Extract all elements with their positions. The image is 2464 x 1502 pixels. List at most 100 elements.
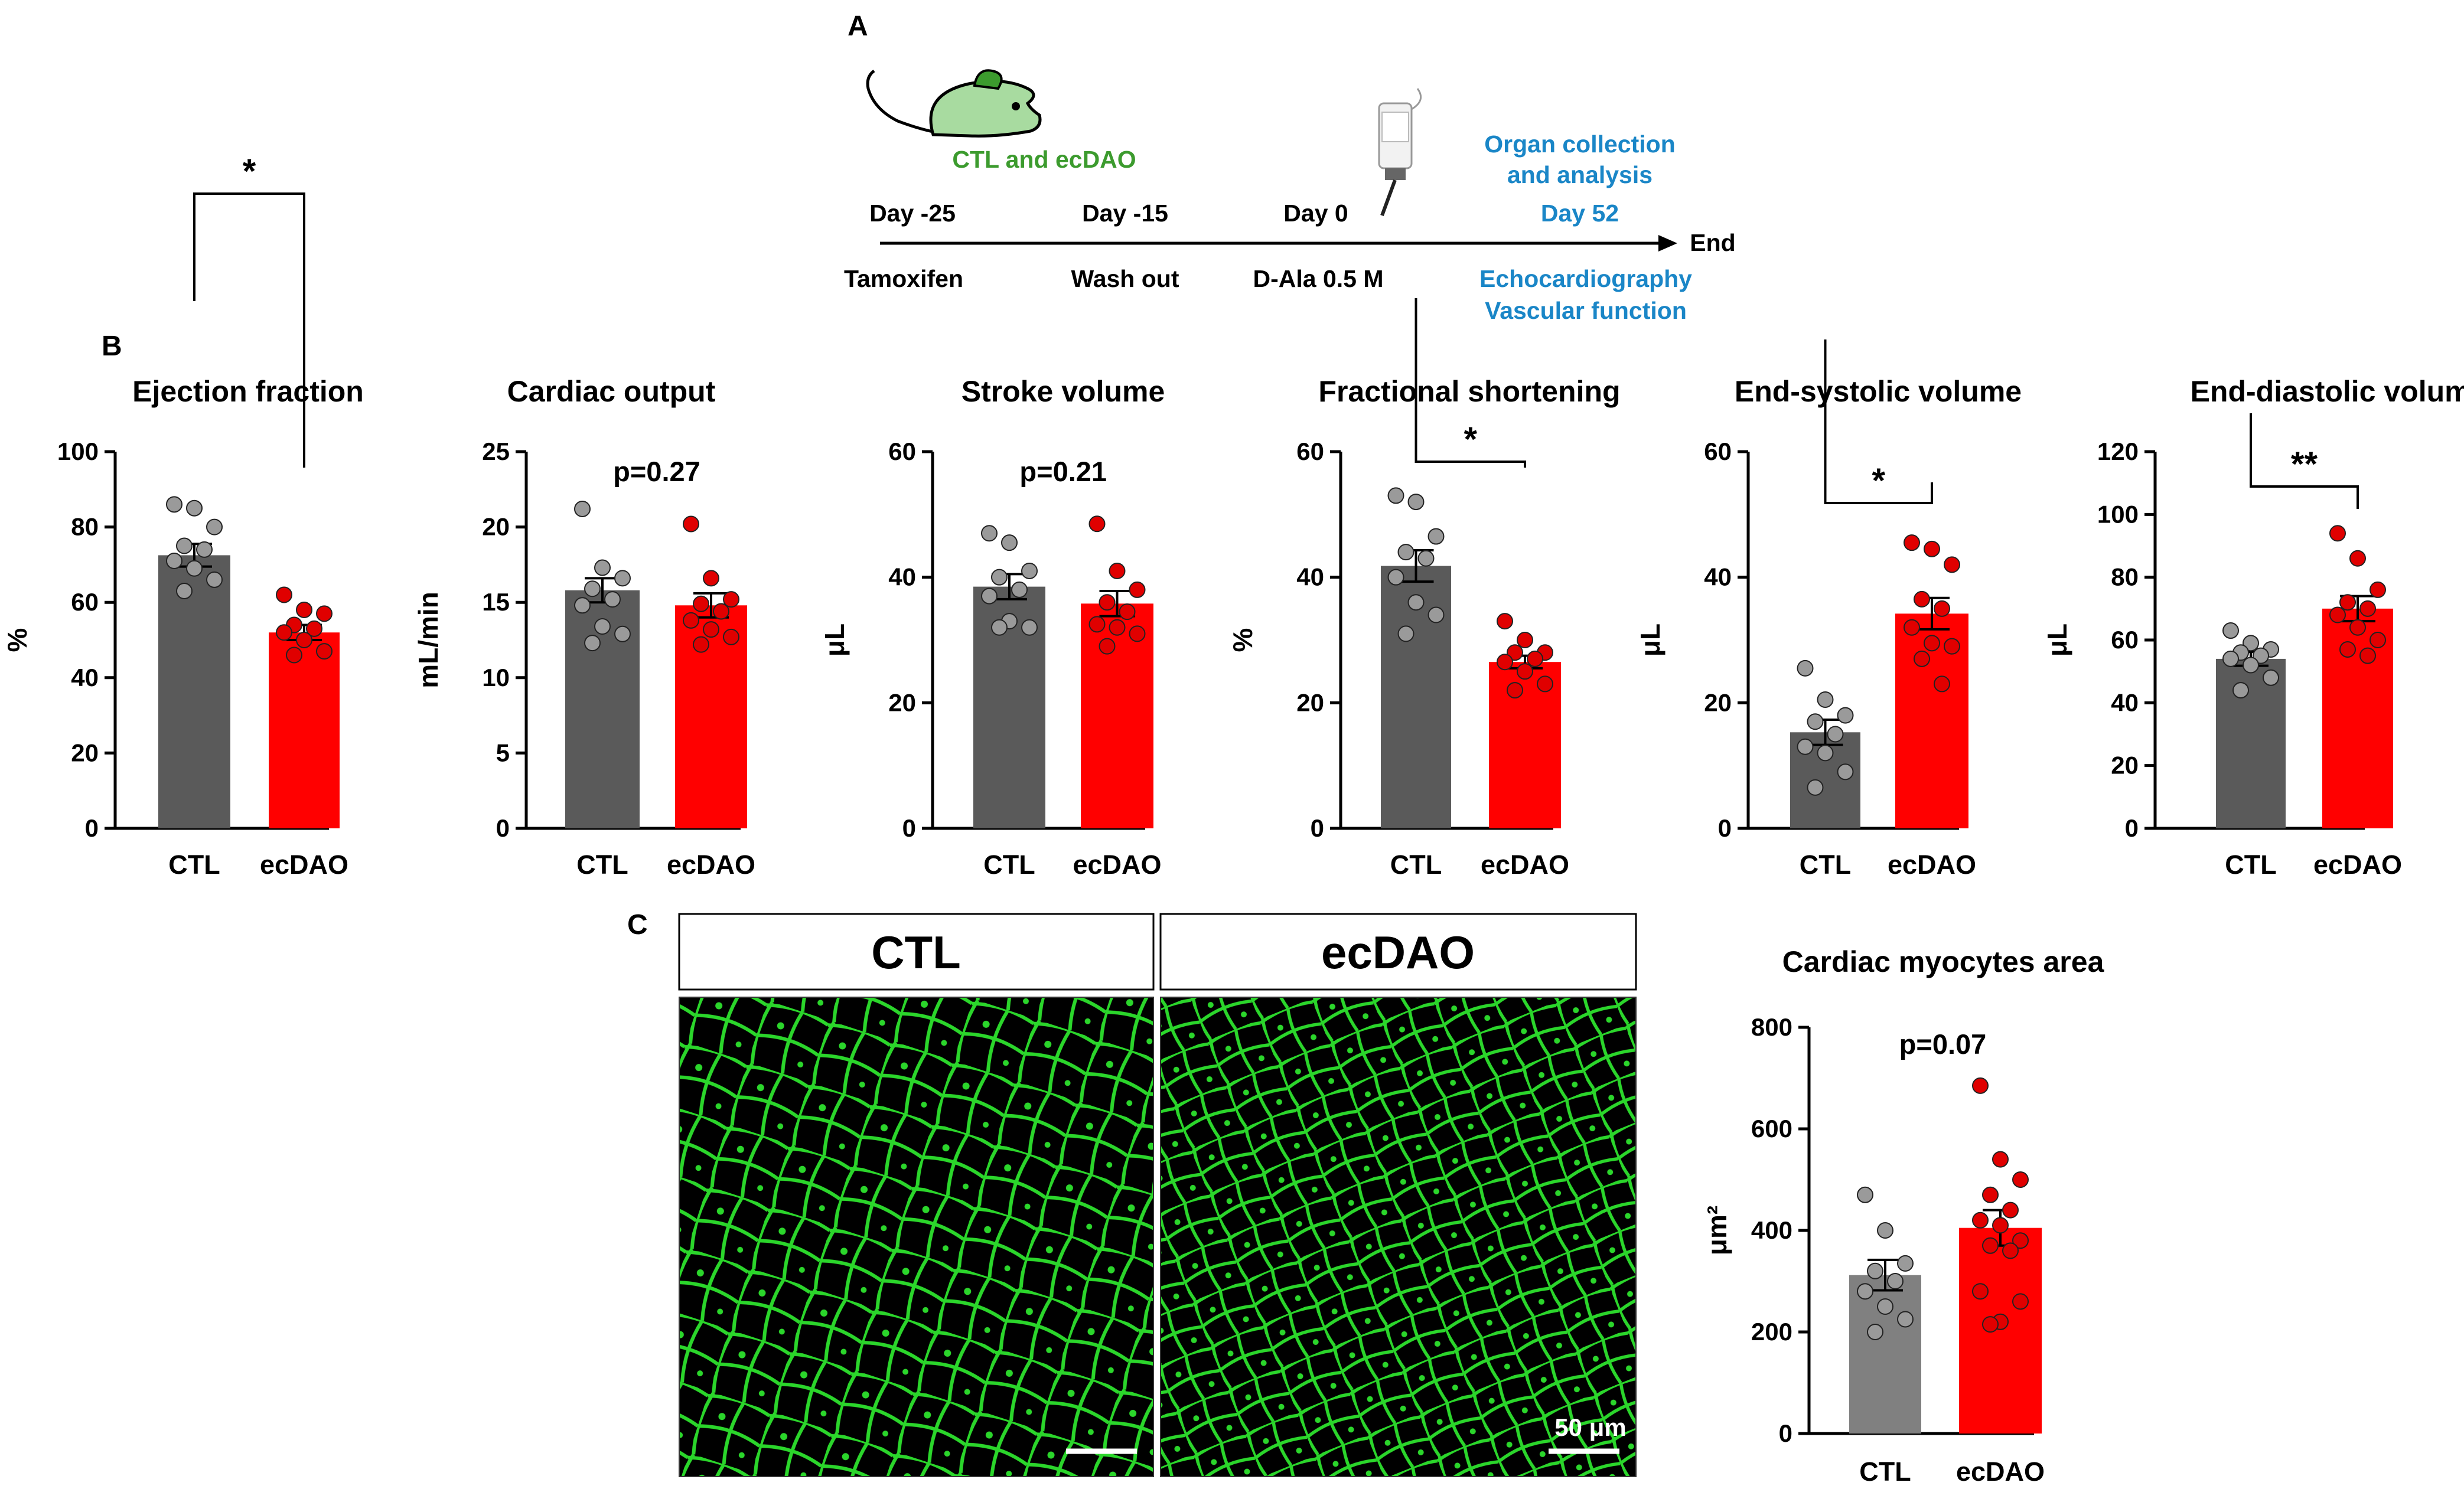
data-point	[1797, 659, 1814, 677]
data-point	[1088, 515, 1106, 533]
x-category-label: CTL	[1390, 850, 1442, 880]
data-point	[2012, 1293, 2029, 1310]
x-category-label: CTL	[1800, 850, 1851, 880]
data-point	[1417, 550, 1435, 567]
chart-end-diastolic-volume: End-diastolic volume 0 20 40 60 80 100 120 μL CTL…	[2042, 375, 2464, 880]
chart-cardiac-output: Cardiac output 0 5 10 15 20 25 mL/min CTL ecDAO p=…	[413, 375, 755, 880]
data-point	[1944, 638, 1960, 655]
y-tick-label: 60	[1704, 437, 1732, 465]
data-point	[1387, 487, 1404, 504]
data-point	[1837, 763, 1854, 781]
chart-title: Cardiac myocytes area	[1782, 945, 2105, 978]
chart-ejection-fraction: Ejection fraction 0 20 40 60 80 100% CTL ecDAO *	[2, 152, 364, 880]
y-tick-label: 0	[1779, 1419, 1792, 1447]
data-point	[594, 618, 611, 635]
x-category-label: CTL	[2225, 850, 2276, 880]
chart-title: Fractional shortening	[1318, 375, 1620, 408]
y-tick-label: 400	[1751, 1216, 1792, 1244]
data-point	[1982, 1186, 1999, 1203]
data-point	[2253, 647, 2269, 664]
event-d-ala: D-Ala 0.5 M	[1253, 265, 1384, 292]
data-point	[2359, 600, 2376, 617]
data-point	[1897, 1311, 1914, 1328]
x-category-label: CTL	[576, 850, 628, 880]
bar-ecdao	[269, 632, 340, 828]
scale-bar-label: 50 μm	[1554, 1413, 1626, 1441]
organ-line-1: Organ collection	[1484, 130, 1676, 158]
p-value-annotation: p=0.07	[1899, 1028, 1987, 1060]
x-category-label: ecDAO	[1073, 850, 1161, 880]
y-tick-label: 60	[71, 588, 99, 616]
data-point	[1497, 654, 1513, 671]
ecdao-micrograph	[1160, 997, 1637, 1477]
data-point	[306, 620, 322, 637]
y-tick-label: 100	[57, 437, 99, 465]
data-point	[1088, 616, 1106, 633]
data-point	[1857, 1283, 1873, 1300]
data-point	[1877, 1222, 1893, 1239]
data-point	[1982, 1237, 1999, 1254]
data-point	[176, 583, 193, 600]
data-point	[1982, 1316, 1999, 1333]
chart-stroke-volume: Stroke volume 0 20 40 60 μL CTL ecDAO p=0.21	[819, 375, 1165, 880]
data-point	[703, 570, 719, 587]
data-point	[296, 601, 312, 618]
data-point	[1972, 1212, 1989, 1229]
chart-fractional-shortening: Fractional shortening 0 20 40 60% CTL ecDAO *	[1227, 298, 1621, 880]
data-point	[574, 597, 591, 614]
chart-title: End-systolic volume	[1735, 375, 2022, 408]
data-point	[1904, 619, 1920, 636]
data-point	[276, 624, 292, 641]
data-point	[2349, 550, 2366, 567]
significance-bracket	[2250, 413, 2359, 509]
data-point	[1924, 635, 1940, 652]
data-point	[1817, 691, 1834, 708]
data-point	[723, 628, 739, 645]
data-point	[2012, 1232, 2029, 1249]
y-tick-label: 20	[1296, 688, 1324, 716]
data-point	[1001, 534, 1018, 551]
data-point	[693, 595, 709, 612]
y-tick-label: 15	[482, 588, 510, 616]
significance-marker: *	[1464, 420, 1477, 459]
y-tick-label: 20	[2111, 752, 2139, 779]
data-point	[1129, 625, 1146, 642]
data-point	[1397, 625, 1414, 642]
data-point	[1934, 600, 1950, 617]
data-point	[1517, 632, 1533, 648]
y-tick-label: 40	[1704, 563, 1732, 591]
data-point	[196, 541, 213, 558]
data-point	[316, 643, 333, 660]
data-point	[1887, 1273, 1904, 1289]
data-point	[1129, 581, 1146, 598]
data-point	[1021, 619, 1038, 636]
y-tick-label: 0	[496, 814, 510, 842]
x-category-label: CTL	[168, 850, 220, 880]
bottle-icon	[1378, 88, 1422, 217]
data-point	[1119, 603, 1136, 621]
data-point	[2232, 682, 2249, 699]
significance-marker: *	[243, 152, 256, 191]
x-category-label: ecDAO	[2313, 850, 2402, 880]
data-point	[693, 636, 709, 653]
data-point	[981, 525, 998, 542]
panel-a-label: A	[848, 11, 868, 42]
data-point	[176, 537, 193, 554]
bar-ecdao	[1081, 603, 1153, 828]
data-point	[1897, 1255, 1914, 1272]
data-point	[1992, 1151, 2009, 1168]
y-tick-label: 5	[496, 739, 510, 766]
significance-marker: *	[1872, 462, 1885, 500]
data-point	[1109, 619, 1126, 636]
data-point	[1944, 556, 1960, 573]
data-point	[991, 569, 1008, 586]
y-axis-label: μL	[1635, 623, 1666, 657]
y-tick-label: 100	[2097, 500, 2139, 528]
timeline-arrow	[1658, 235, 1677, 252]
data-point	[1904, 534, 1920, 551]
data-point	[1397, 544, 1414, 561]
y-tick-label: 600	[1751, 1115, 1792, 1142]
y-axis-label: mL/min	[413, 592, 444, 688]
data-point	[683, 612, 699, 629]
